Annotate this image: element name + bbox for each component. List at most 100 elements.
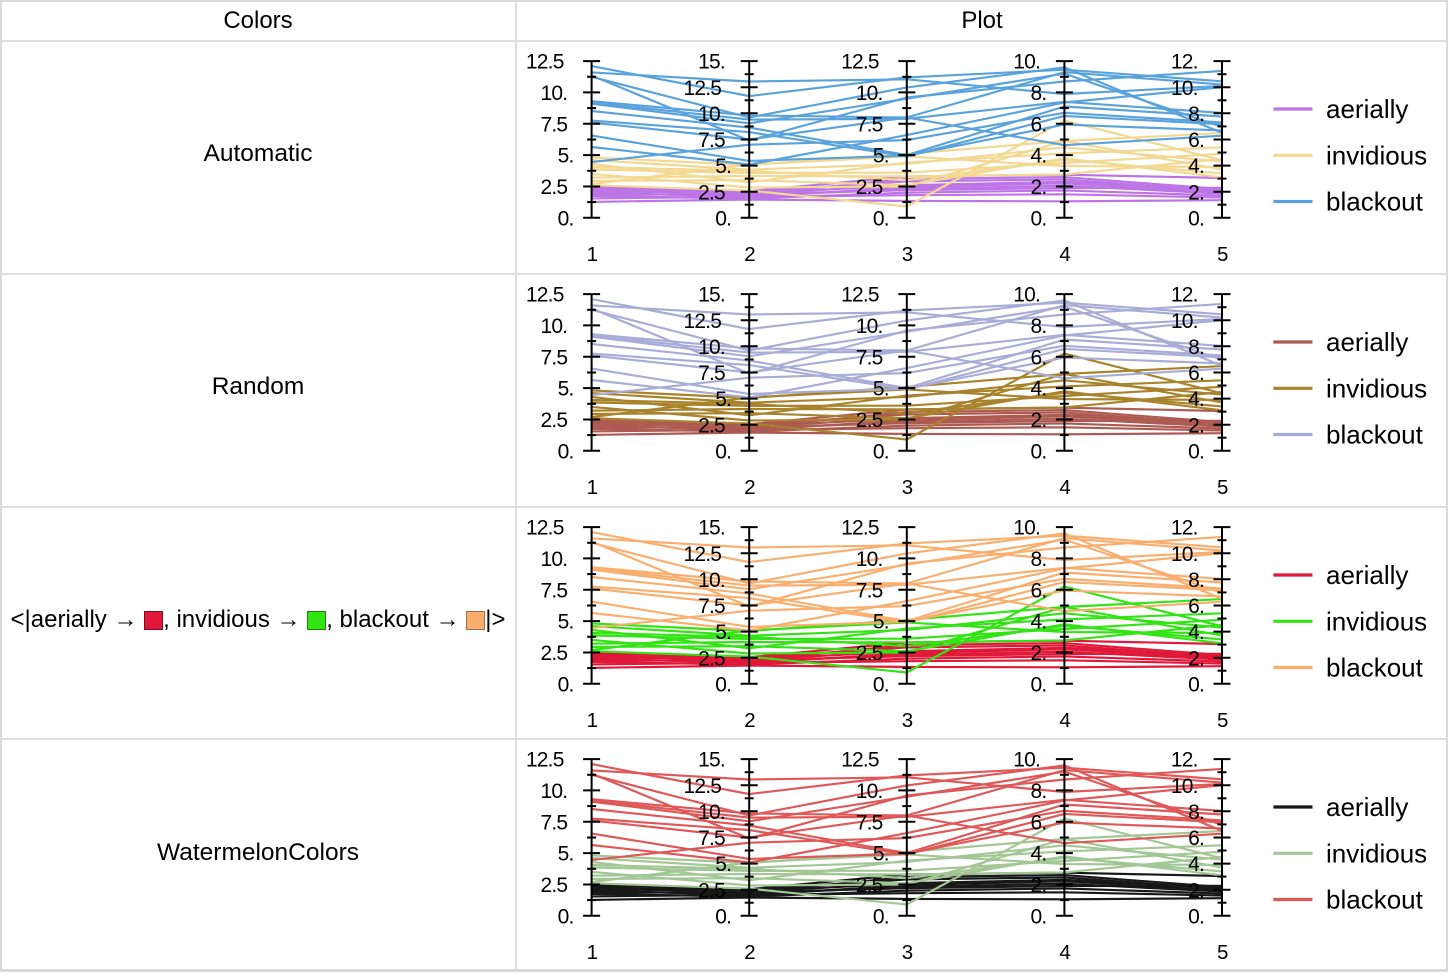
svg-text:blackout: blackout [1326,419,1424,449]
svg-text:12.5: 12.5 [526,283,564,306]
svg-text:2.5: 2.5 [698,880,725,903]
svg-text:0.: 0. [1188,440,1204,463]
svg-text:7.5: 7.5 [856,812,883,835]
svg-text:2.: 2. [1030,642,1046,665]
svg-text:10.: 10. [1013,749,1040,772]
svg-text:10.: 10. [698,336,725,359]
svg-text:5: 5 [1217,476,1228,499]
svg-text:3: 3 [902,708,913,731]
svg-text:invidious: invidious [1326,373,1427,403]
svg-text:5.: 5. [715,388,731,411]
svg-text:5.: 5. [715,155,731,178]
svg-text:10.: 10. [856,315,883,338]
svg-text:4.: 4. [1030,377,1046,400]
svg-text:0.: 0. [1030,440,1046,463]
svg-text:2: 2 [744,708,755,731]
svg-text:12.5: 12.5 [526,516,564,539]
svg-text:aerially: aerially [1326,560,1408,590]
svg-text:2: 2 [744,243,755,266]
svg-text:10.: 10. [541,780,568,803]
svg-text:blackout: blackout [1326,652,1424,682]
svg-text:10.: 10. [1171,542,1198,565]
svg-text:12.5: 12.5 [684,310,722,333]
svg-text:2.: 2. [1030,176,1046,199]
svg-text:7.5: 7.5 [856,579,883,602]
svg-text:10.: 10. [856,548,883,571]
svg-text:12.5: 12.5 [526,749,564,772]
svg-text:10.: 10. [698,568,725,591]
svg-text:10.: 10. [1013,51,1040,74]
svg-text:2.5: 2.5 [856,409,883,432]
svg-text:7.5: 7.5 [541,113,568,136]
svg-text:0.: 0. [873,440,889,463]
svg-text:10.: 10. [1013,283,1040,306]
svg-text:15.: 15. [698,283,725,306]
svg-text:8.: 8. [1188,336,1204,359]
svg-text:aerially: aerially [1326,94,1408,124]
svg-text:12.: 12. [1171,51,1198,74]
svg-text:12.5: 12.5 [841,749,879,772]
svg-text:7.5: 7.5 [698,827,725,850]
svg-text:2.5: 2.5 [856,176,883,199]
svg-text:12.5: 12.5 [841,516,879,539]
svg-text:4.: 4. [1188,621,1204,644]
svg-text:blackout: blackout [1326,187,1424,217]
svg-text:1: 1 [587,941,598,964]
svg-text:0.: 0. [558,906,574,929]
svg-text:2.5: 2.5 [541,409,568,432]
svg-text:3: 3 [902,476,913,499]
svg-text:5.: 5. [715,621,731,644]
svg-text:10.: 10. [856,780,883,803]
svg-text:5.: 5. [558,610,574,633]
svg-text:12.5: 12.5 [684,775,722,798]
svg-text:12.5: 12.5 [526,51,564,74]
svg-text:4.: 4. [1188,388,1204,411]
svg-text:0.: 0. [873,207,889,230]
svg-text:5.: 5. [558,377,574,400]
svg-text:7.5: 7.5 [698,595,725,618]
svg-text:8.: 8. [1030,315,1046,338]
svg-text:4: 4 [1059,941,1070,964]
svg-text:0.: 0. [715,440,731,463]
svg-text:15.: 15. [698,516,725,539]
svg-text:4.: 4. [1030,145,1046,168]
svg-text:6.: 6. [1188,129,1204,152]
svg-text:4.: 4. [1030,610,1046,633]
svg-text:10.: 10. [1171,775,1198,798]
svg-text:0.: 0. [715,906,731,929]
svg-text:2.: 2. [1188,647,1204,670]
svg-text:aerially: aerially [1326,792,1408,822]
svg-text:0.: 0. [558,673,574,696]
svg-text:10.: 10. [1013,516,1040,539]
svg-text:7.5: 7.5 [541,579,568,602]
svg-text:5.: 5. [873,610,889,633]
svg-text:7.5: 7.5 [856,113,883,136]
svg-text:2: 2 [744,941,755,964]
svg-text:10.: 10. [541,548,568,571]
svg-text:2.5: 2.5 [856,642,883,665]
svg-text:1: 1 [587,243,598,266]
svg-text:1: 1 [587,708,598,731]
svg-text:4.: 4. [1030,843,1046,866]
svg-text:0.: 0. [1030,673,1046,696]
svg-text:12.5: 12.5 [684,77,722,100]
svg-text:5.: 5. [715,853,731,876]
svg-text:15.: 15. [698,749,725,772]
svg-text:5: 5 [1217,243,1228,266]
svg-text:2.: 2. [1030,409,1046,432]
svg-text:12.5: 12.5 [684,542,722,565]
svg-text:4: 4 [1059,708,1070,731]
svg-text:5.: 5. [873,145,889,168]
svg-text:5.: 5. [873,843,889,866]
svg-text:10.: 10. [1171,77,1198,100]
svg-text:2: 2 [744,476,755,499]
svg-text:4.: 4. [1188,853,1204,876]
svg-text:aerially: aerially [1326,327,1408,357]
svg-text:12.: 12. [1171,283,1198,306]
svg-text:blackout: blackout [1326,885,1424,915]
svg-text:6.: 6. [1030,113,1046,136]
svg-text:6.: 6. [1030,346,1046,369]
svg-text:0.: 0. [1030,906,1046,929]
svg-text:2.5: 2.5 [856,874,883,897]
svg-text:6.: 6. [1030,812,1046,835]
